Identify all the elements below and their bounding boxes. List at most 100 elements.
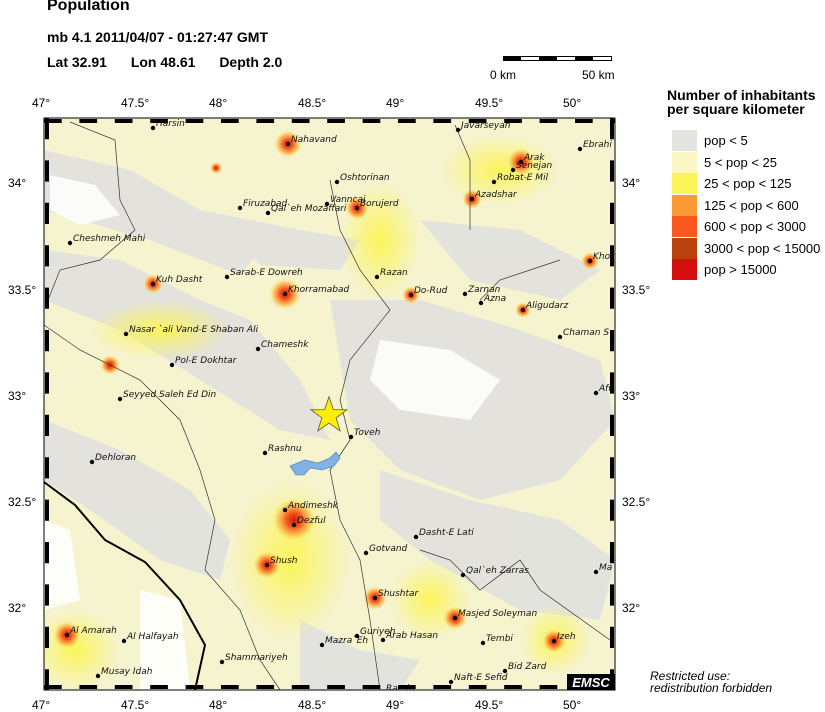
city-marker: Seyyed Saleh Ed Din [117, 390, 217, 402]
city-dot [150, 281, 156, 287]
city-marker: Guriyeh [354, 627, 396, 639]
city-dot [374, 274, 380, 280]
lon-tick-bottom: 50° [563, 698, 582, 712]
city-dot [510, 167, 516, 173]
city-label: Ebrahi [583, 140, 612, 150]
city-dot [480, 640, 486, 646]
city-label: Robat-E Mil [497, 173, 549, 183]
city-label: Seyyed Saleh Ed Din [123, 390, 217, 400]
scale-end-label: 50 km [582, 68, 615, 82]
lat-tick-right: 33.5° [622, 283, 651, 297]
city-marker: Aligudarz [520, 301, 569, 313]
legend-item: 600 < pop < 3000 [672, 216, 822, 237]
legend-item: 125 < pop < 600 [672, 194, 822, 216]
city-dot [518, 159, 524, 165]
city-marker: Robat-E Mil [491, 173, 549, 185]
city-dot [89, 459, 95, 465]
city-marker: Mazra`Eh [319, 635, 368, 648]
city-marker: Qal`eh Zarras [460, 565, 529, 578]
depth-label: Depth 2.0 [219, 54, 283, 70]
city-marker: Razan [374, 268, 408, 280]
city-label: Qal`eh Zarras [466, 565, 529, 576]
city-label: Chaman S [563, 328, 609, 338]
city-dot [363, 550, 369, 556]
city-dot [372, 595, 378, 601]
city-marker: Dehloran [89, 453, 136, 465]
city-marker: Khorramabad [282, 285, 350, 297]
lon-tick-top: 48.5° [298, 96, 327, 110]
city-dot [557, 334, 563, 340]
lon-tick-top: 49° [386, 96, 405, 110]
city-label: Shammariyeh [225, 653, 288, 663]
legend-label: 25 < pop < 125 [704, 176, 792, 191]
city-dot [502, 668, 508, 674]
city-marker: Shush [264, 556, 298, 568]
city-label: Izeh [557, 632, 576, 642]
city-dot [334, 179, 340, 185]
lake [289, 451, 341, 476]
city-dot [285, 141, 291, 147]
emsc-logo: EMSC [567, 674, 615, 690]
city-label: Nahavand [291, 135, 337, 145]
city-label: Zarnan [467, 285, 501, 295]
lon-tick-bottom: 47.5° [121, 698, 150, 712]
city-dot [169, 362, 175, 368]
city-label: Al Halfayah [126, 632, 179, 642]
city-marker: Javarseyan [455, 121, 511, 133]
city-marker: Shushtar [372, 589, 420, 601]
city-dot [478, 300, 484, 306]
city-dot [264, 562, 270, 568]
map-area: Harsin Nahavand Oshtorinan Firuzabad Qal`eh … [44, 118, 615, 690]
city-dot [462, 291, 468, 297]
city-label: Harsin [156, 119, 185, 129]
city-label: Ma [599, 563, 612, 573]
city-label: Khorramabad [288, 285, 350, 295]
city-marker: Oshtorinan [334, 173, 390, 185]
legend-label: 3000 < pop < 15000 [704, 240, 821, 256]
city-label: Musay Idah [101, 667, 153, 677]
city-label: Firuzabad [243, 199, 288, 209]
city-marker: Nahavand [285, 135, 337, 147]
city-dot [408, 292, 414, 298]
lat-tick-right: 34° [622, 176, 641, 190]
city-marker: Nasar `ali Vand-E Shaban Ali [123, 324, 259, 337]
city-dot [455, 127, 461, 133]
city-label: Bid Zard [508, 662, 547, 672]
city-marker: Ma [593, 563, 612, 575]
legend-label: pop < 5 [704, 133, 748, 148]
legend-label: 125 < pop < 600 [704, 197, 799, 213]
svg-text:EMSC: EMSC [572, 675, 610, 690]
city-dot [282, 291, 288, 297]
lon-tick-bottom: 48° [209, 698, 228, 712]
city-label: Kuh Dasht [156, 275, 203, 285]
city-marker: Toveh [348, 428, 381, 440]
city-dot [237, 205, 243, 211]
city-marker: Rashnu [262, 444, 302, 456]
city-label: Oshtorinan [340, 173, 390, 183]
lon-tick-top: 50° [563, 96, 582, 110]
city-label: Mazra`Eh [325, 635, 368, 646]
lon-tick-bottom: 47° [32, 698, 51, 712]
city-label: Afu [598, 384, 614, 394]
city-dot [224, 274, 230, 280]
city-marker: Borujerd [354, 199, 399, 211]
city-label: Cheshmeh Mahi [73, 234, 146, 244]
city-dot [460, 572, 466, 578]
city-dot [255, 346, 261, 352]
city-label: Javarseyan [459, 121, 511, 131]
city-marker: Senejan [510, 161, 553, 173]
city-marker: Khor [587, 252, 615, 264]
city-label: Sarab-E Dowreh [230, 268, 303, 278]
lon-label: Lon 48.61 [130, 54, 196, 70]
legend-swatch [672, 194, 697, 216]
lat-tick-left: 34° [8, 176, 27, 190]
city-label: Dehloran [95, 453, 136, 463]
city-marker: Dezful [291, 516, 326, 528]
lon-tick-top: 47° [32, 96, 51, 110]
city-marker: Andimeshk [282, 501, 339, 513]
scale-bar [503, 56, 612, 61]
country-border [44, 481, 207, 690]
city-label: Masjed Soleyman [458, 609, 537, 619]
city-marker: Al Amarah [64, 626, 117, 638]
legend-label: 600 < pop < 3000 [704, 219, 806, 234]
